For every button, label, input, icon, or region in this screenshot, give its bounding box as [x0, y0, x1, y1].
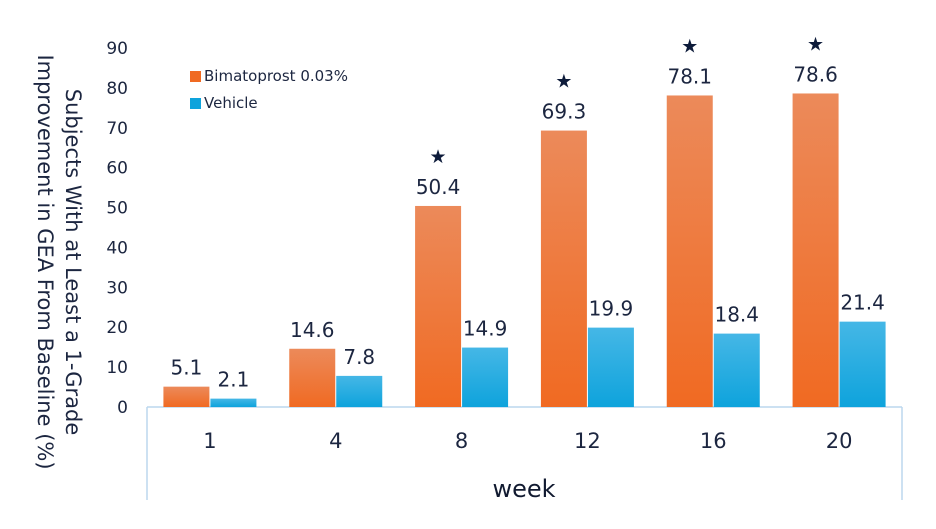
data-label-bimatoprost-week-8: 50.4: [416, 175, 461, 199]
legend-swatch-vehicle: [190, 98, 201, 109]
y-tick-label: 30: [106, 278, 128, 298]
data-label-bimatoprost-week-20: 78.6: [793, 62, 838, 86]
significance-star-icon: ★: [807, 33, 824, 55]
data-label-bimatoprost-week-1: 5.1: [171, 356, 203, 380]
bar-bimatoprost-week-20: [792, 93, 839, 408]
legend-label-bimatoprost: Bimatoprost 0.03%: [204, 67, 348, 85]
bar-vehicle-week-1: [210, 398, 257, 407]
y-tick-label: 40: [106, 238, 128, 258]
significance-star-icon: ★: [555, 71, 572, 93]
x-tick-label: 12: [574, 429, 601, 453]
bar-vehicle-week-12: [587, 327, 634, 407]
bar-vehicle-week-8: [462, 347, 509, 407]
y-tick-label: 50: [106, 199, 128, 219]
x-axis-frame: [146, 406, 903, 500]
x-tick-label: 1: [203, 429, 216, 453]
legend-swatch-bimatoprost: [190, 71, 201, 82]
x-axis-label: week: [492, 475, 555, 503]
data-label-vehicle-week-4: 7.8: [343, 345, 375, 369]
y-tick-label: 10: [106, 358, 128, 378]
y-tick-label: 20: [106, 318, 128, 338]
bars: [163, 93, 886, 408]
bar-vehicle-week-16: [713, 333, 760, 407]
bar-vehicle-week-20: [839, 321, 886, 407]
bar-bimatoprost-week-1: [163, 386, 210, 407]
data-labels: 5.1 2.1 14.6 7.8 50.4 14.9 69.3 19.9 78.1 18.4 78.…: [171, 62, 885, 391]
y-tick-label: 90: [106, 39, 128, 59]
significance-star-icon: ★: [681, 35, 698, 57]
data-label-bimatoprost-week-16: 78.1: [667, 64, 712, 88]
y-axis-label: Subjects With at Least a 1-Grade Improve…: [33, 54, 85, 469]
bar-vehicle-week-4: [336, 375, 383, 407]
y-axis-label-line-1: Subjects With at Least a 1-Grade: [61, 89, 85, 436]
y-tick-label: 60: [106, 159, 128, 179]
data-label-vehicle-week-16: 18.4: [714, 303, 759, 327]
bar-bimatoprost-week-12: [540, 130, 587, 407]
data-label-vehicle-week-1: 2.1: [218, 368, 250, 392]
significance-markers: ★ ★ ★ ★: [430, 33, 825, 167]
x-tick-label: 8: [455, 429, 468, 453]
x-tick-label: 16: [700, 429, 727, 453]
bar-bimatoprost-week-4: [289, 348, 336, 407]
x-axis-ticks: 1 4 8 12 16 20: [203, 429, 852, 453]
y-tick-label: 70: [106, 119, 128, 139]
bar-bimatoprost-week-8: [415, 205, 462, 407]
data-label-bimatoprost-week-4: 14.6: [290, 318, 335, 342]
legend: Bimatoprost 0.03% Vehicle: [190, 67, 348, 112]
y-tick-label: 80: [106, 79, 128, 99]
legend-label-vehicle: Vehicle: [204, 94, 258, 112]
x-tick-label: 4: [329, 429, 342, 453]
data-label-bimatoprost-week-12: 69.3: [542, 100, 587, 124]
x-tick-label: 20: [826, 429, 853, 453]
bar-bimatoprost-week-16: [666, 95, 713, 408]
significance-star-icon: ★: [430, 146, 447, 168]
data-label-vehicle-week-20: 21.4: [840, 291, 885, 315]
y-tick-label: 0: [117, 398, 128, 418]
data-label-vehicle-week-12: 19.9: [589, 297, 634, 321]
y-axis-ticks: 0 10 20 30 40 50 60 70 80 90: [106, 39, 128, 418]
y-axis-label-line-2: Improvement in GEA From Baseline (%): [33, 54, 57, 469]
data-label-vehicle-week-8: 14.9: [463, 317, 508, 341]
